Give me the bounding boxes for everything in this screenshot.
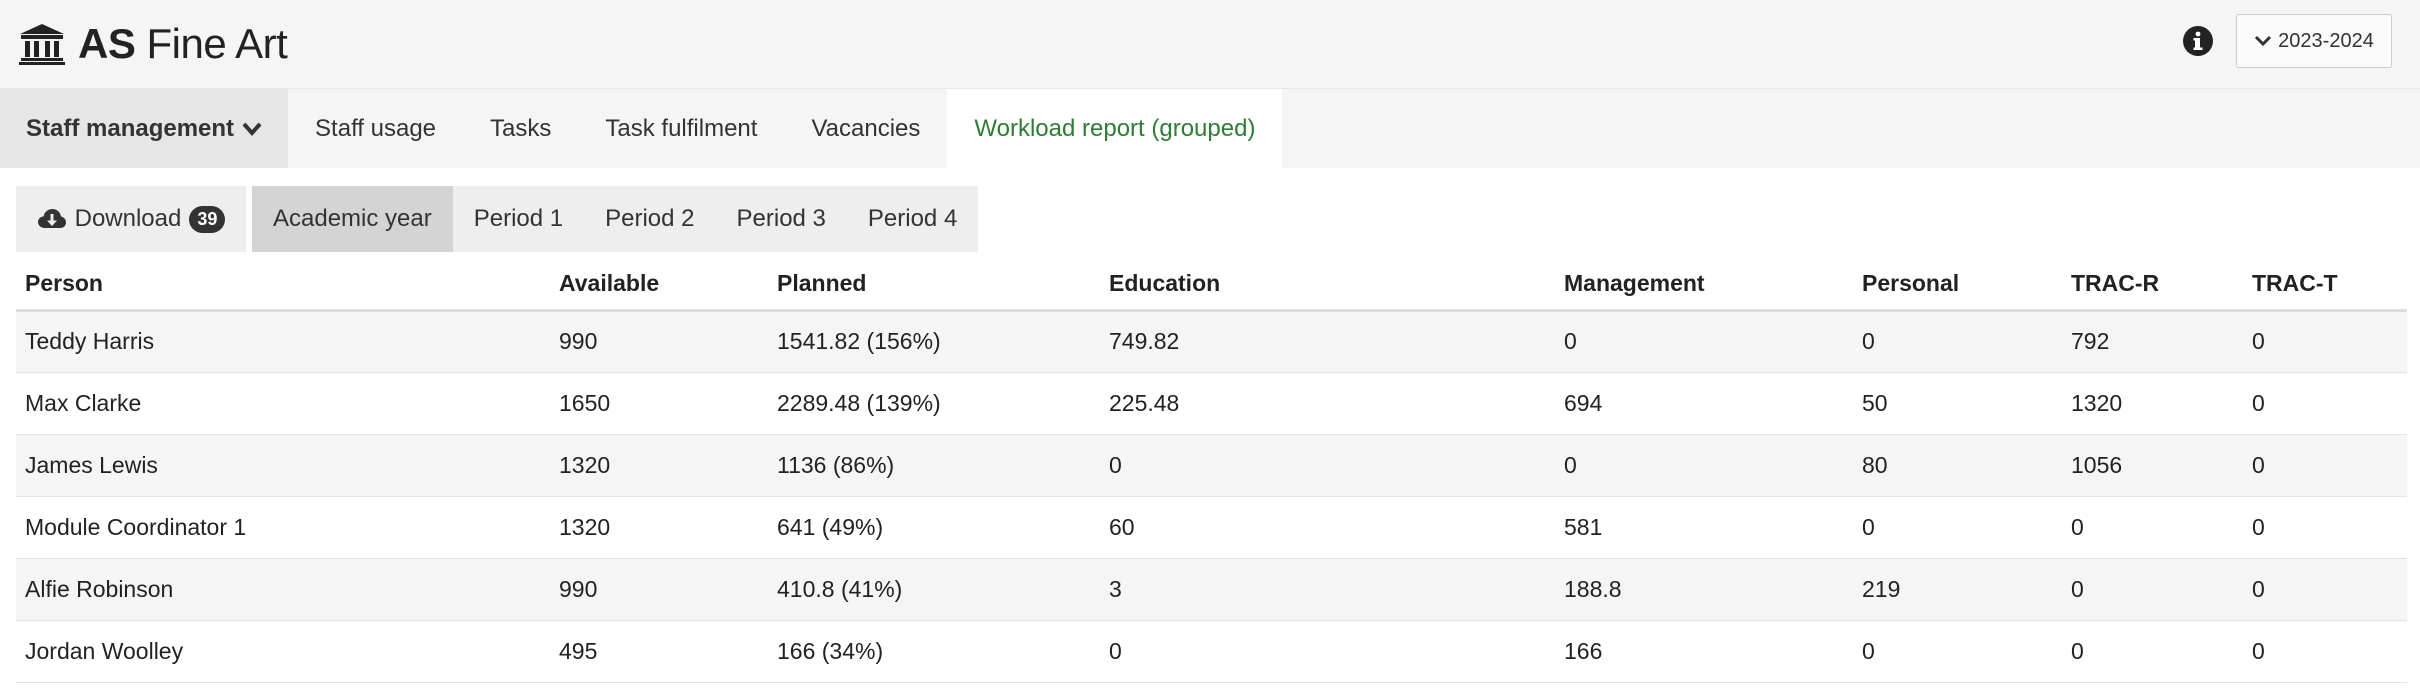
cell-management: 188.8 [1555, 558, 1853, 621]
column-header-trac-r[interactable]: TRAC-R [2062, 252, 2243, 312]
cell-planned: 1136 (86%) [768, 434, 1100, 497]
cell-available: 1320 [550, 496, 768, 559]
nav-task-fulfilment[interactable]: Task fulfilment [605, 114, 758, 142]
info-icon[interactable] [2182, 25, 2214, 57]
table-row[interactable]: Alfie Robinson 990 410.8 (41%) 3 188.8 2… [16, 558, 2407, 621]
nav-workload-report-grouped[interactable]: Workload report (grouped) [947, 89, 1283, 168]
cell-person: Jordan Woolley [16, 620, 550, 683]
period-tab-3[interactable]: Period 3 [736, 205, 826, 232]
year-selector-button[interactable]: 2023-2024 [2236, 14, 2392, 68]
cell-trac-r: 1320 [2062, 372, 2243, 435]
download-count-badge: 39 [189, 205, 226, 233]
cell-education: 749.82 [1100, 310, 1555, 373]
cell-available: 990 [550, 558, 768, 621]
cell-trac-t: 0 [2243, 372, 2407, 435]
nav-staff-management-dropdown[interactable]: Staff management [0, 89, 289, 168]
column-header-person[interactable]: Person [16, 252, 550, 312]
table-row[interactable]: Module Coordinator 1 1320 641 (49%) 60 5… [16, 496, 2407, 559]
cloud-download-icon [37, 209, 66, 228]
app-title[interactable]: AS Fine Art [78, 20, 288, 67]
period-tabs: Academic year Period 1 Period 2 Period 3… [252, 186, 979, 252]
cell-available: 1650 [550, 372, 768, 435]
table-row[interactable]: Jordan Woolley 495 166 (34%) 0 166 0 0 0 [16, 620, 2407, 683]
cell-personal: 80 [1853, 434, 2062, 497]
cell-trac-t: 0 [2243, 620, 2407, 683]
table-row[interactable]: Teddy Harris 990 1541.82 (156%) 749.82 0… [16, 310, 2407, 373]
cell-person: Module Coordinator 1 [16, 496, 550, 559]
column-header-available[interactable]: Available [550, 252, 768, 312]
cell-education: 0 [1100, 434, 1555, 497]
cell-management: 694 [1555, 372, 1853, 435]
period-tab-1[interactable]: Period 1 [473, 205, 564, 232]
cell-available: 495 [550, 620, 768, 683]
cell-management: 166 [1555, 620, 1853, 683]
column-header-planned[interactable]: Planned [768, 252, 1100, 312]
cell-person: Alfie Robinson [16, 558, 550, 621]
cell-trac-r: 1056 [2062, 434, 2243, 497]
table-header-row: Person Available Planned Education Manag… [16, 252, 2407, 312]
cell-trac-t: 0 [2243, 496, 2407, 559]
cell-trac-t: 0 [2243, 558, 2407, 621]
period-tab-2[interactable]: Period 2 [605, 205, 695, 232]
download-button[interactable]: Download 39 [16, 186, 246, 252]
cell-planned: 410.8 (41%) [768, 558, 1100, 621]
cell-trac-r: 0 [2062, 620, 2243, 683]
cell-trac-r: 792 [2062, 310, 2243, 373]
column-header-management[interactable]: Management [1555, 252, 1853, 312]
cell-planned: 2289.48 (139%) [768, 372, 1100, 435]
app-header: AS Fine Art 2023-2024 [0, 0, 2420, 88]
cell-personal: 50 [1853, 372, 2062, 435]
download-label: Download [74, 205, 182, 232]
cell-education: 0 [1100, 620, 1555, 683]
cell-person: James Lewis [16, 434, 550, 497]
cell-education: 60 [1100, 496, 1555, 559]
year-selector-label: 2023-2024 [2278, 29, 2374, 52]
nav-staff-usage[interactable]: Staff usage [315, 114, 437, 142]
cell-trac-t: 0 [2243, 434, 2407, 497]
column-header-education[interactable]: Education [1100, 252, 1555, 312]
cell-person: Teddy Harris [16, 310, 550, 373]
table-row[interactable]: James Lewis 1320 1136 (86%) 0 0 80 1056 … [16, 434, 2407, 497]
column-header-personal[interactable]: Personal [1853, 252, 2062, 312]
nav-dropdown-label: Staff management [26, 114, 235, 142]
cell-planned: 641 (49%) [768, 496, 1100, 559]
table-row[interactable]: Max Clarke 1650 2289.48 (139%) 225.48 69… [16, 372, 2407, 435]
cell-person: Max Clarke [16, 372, 550, 435]
period-tab-4[interactable]: Period 4 [867, 205, 958, 232]
cell-personal: 0 [1853, 496, 2062, 559]
cell-planned: 166 (34%) [768, 620, 1100, 683]
cell-education: 225.48 [1100, 372, 1555, 435]
cell-management: 581 [1555, 496, 1853, 559]
workload-table: Person Available Planned Education Manag… [16, 252, 2407, 683]
cell-trac-t: 0 [2243, 310, 2407, 373]
nav-tasks[interactable]: Tasks [490, 114, 552, 142]
institution-icon[interactable] [18, 22, 66, 66]
cell-trac-r: 0 [2062, 558, 2243, 621]
cell-management: 0 [1555, 310, 1853, 373]
chevron-down-icon [2255, 35, 2272, 47]
chevron-down-icon [242, 122, 262, 136]
cell-trac-r: 0 [2062, 496, 2243, 559]
cell-personal: 0 [1853, 310, 2062, 373]
period-tab-academic-year[interactable]: Academic year [252, 186, 453, 252]
nav-vacancies[interactable]: Vacancies [811, 114, 921, 142]
cell-management: 0 [1555, 434, 1853, 497]
cell-education: 3 [1100, 558, 1555, 621]
cell-personal: 219 [1853, 558, 2062, 621]
main-nav: Staff management Staff usage Tasks Task … [0, 88, 2420, 168]
cell-personal: 0 [1853, 620, 2062, 683]
cell-available: 1320 [550, 434, 768, 497]
cell-available: 990 [550, 310, 768, 373]
cell-planned: 1541.82 (156%) [768, 310, 1100, 373]
column-header-trac-t[interactable]: TRAC-T [2243, 252, 2407, 312]
report-toolbar: Download 39 Academic year Period 1 Perio… [16, 186, 2404, 252]
